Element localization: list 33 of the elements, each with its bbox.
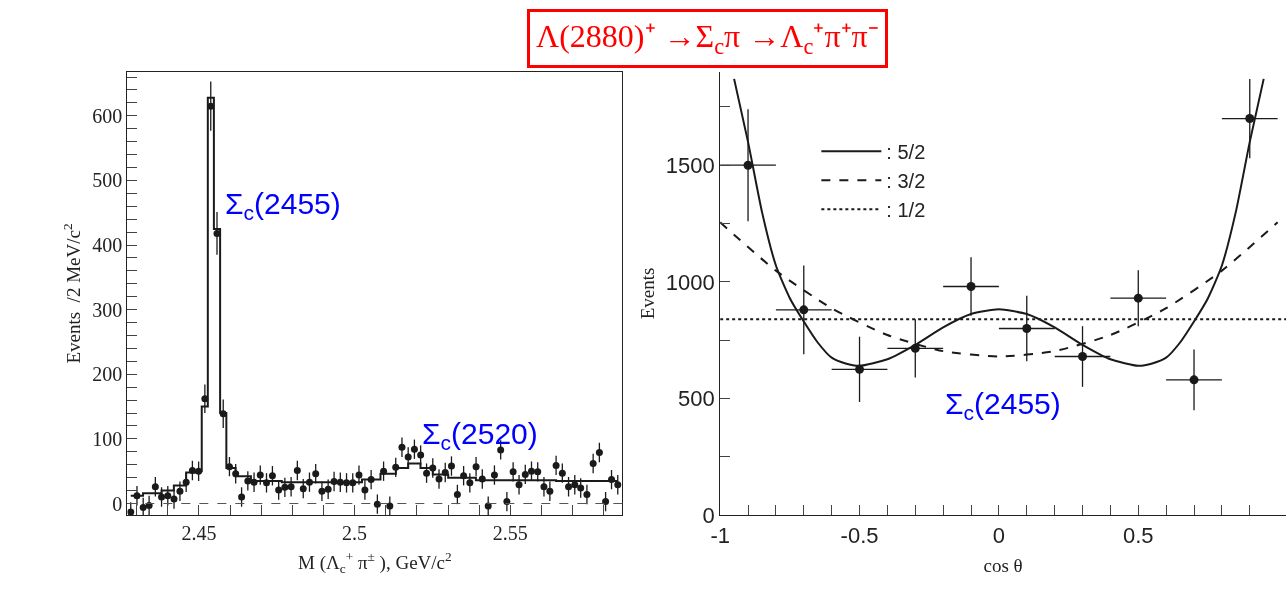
x-tick-label: -0.5 <box>840 522 879 548</box>
legend-label: : 1/2 <box>886 199 926 222</box>
y-tick-label: 1000 <box>665 269 715 295</box>
y-tick-label: 500 <box>678 386 715 412</box>
y-tick-label: 500 <box>92 169 123 192</box>
x-tick-label: 0.5 <box>1122 522 1154 548</box>
y-tick-label: 300 <box>92 298 123 321</box>
x-tick-label: 2.55 <box>492 522 528 545</box>
y-axis-title: Events <box>636 267 658 320</box>
legend-label: : 3/2 <box>886 170 926 193</box>
point <box>1078 352 1088 361</box>
y-tick-label: 0 <box>112 492 123 515</box>
x-axis-title: M (Λ$_{c}$$^{+}$ π$^{±}$ ), GeV/c$^{2}$ <box>298 548 452 576</box>
text: Λ(2880)⁺ →Σ$_{c}$π →Λ$_{c}$⁺π⁺π⁻ <box>536 18 879 59</box>
x-tick-label: 2.45 <box>181 522 217 545</box>
point <box>1022 324 1032 333</box>
y-tick-label: 400 <box>92 234 123 257</box>
y-tick-label: 100 <box>92 427 123 450</box>
annotation: Σ$_{c}$(2520) <box>422 417 538 455</box>
y-tick-label: 600 <box>92 104 123 127</box>
x-tick-label: 0 <box>992 522 1006 548</box>
annotation: Σ$_{c}$(2455) <box>945 387 1061 425</box>
point <box>966 282 976 292</box>
point <box>1189 375 1199 385</box>
x-tick-label: 2.5 <box>342 522 368 545</box>
y-tick-label: 200 <box>92 363 123 386</box>
point <box>1245 114 1255 124</box>
legend-label: : 5/2 <box>886 141 926 164</box>
point <box>1133 293 1143 303</box>
x-axis-title: cos θ <box>983 555 1023 577</box>
y-tick-label: 1500 <box>665 152 715 178</box>
point <box>799 305 809 315</box>
annotation: Σ$_{c}$(2455) <box>225 187 341 225</box>
